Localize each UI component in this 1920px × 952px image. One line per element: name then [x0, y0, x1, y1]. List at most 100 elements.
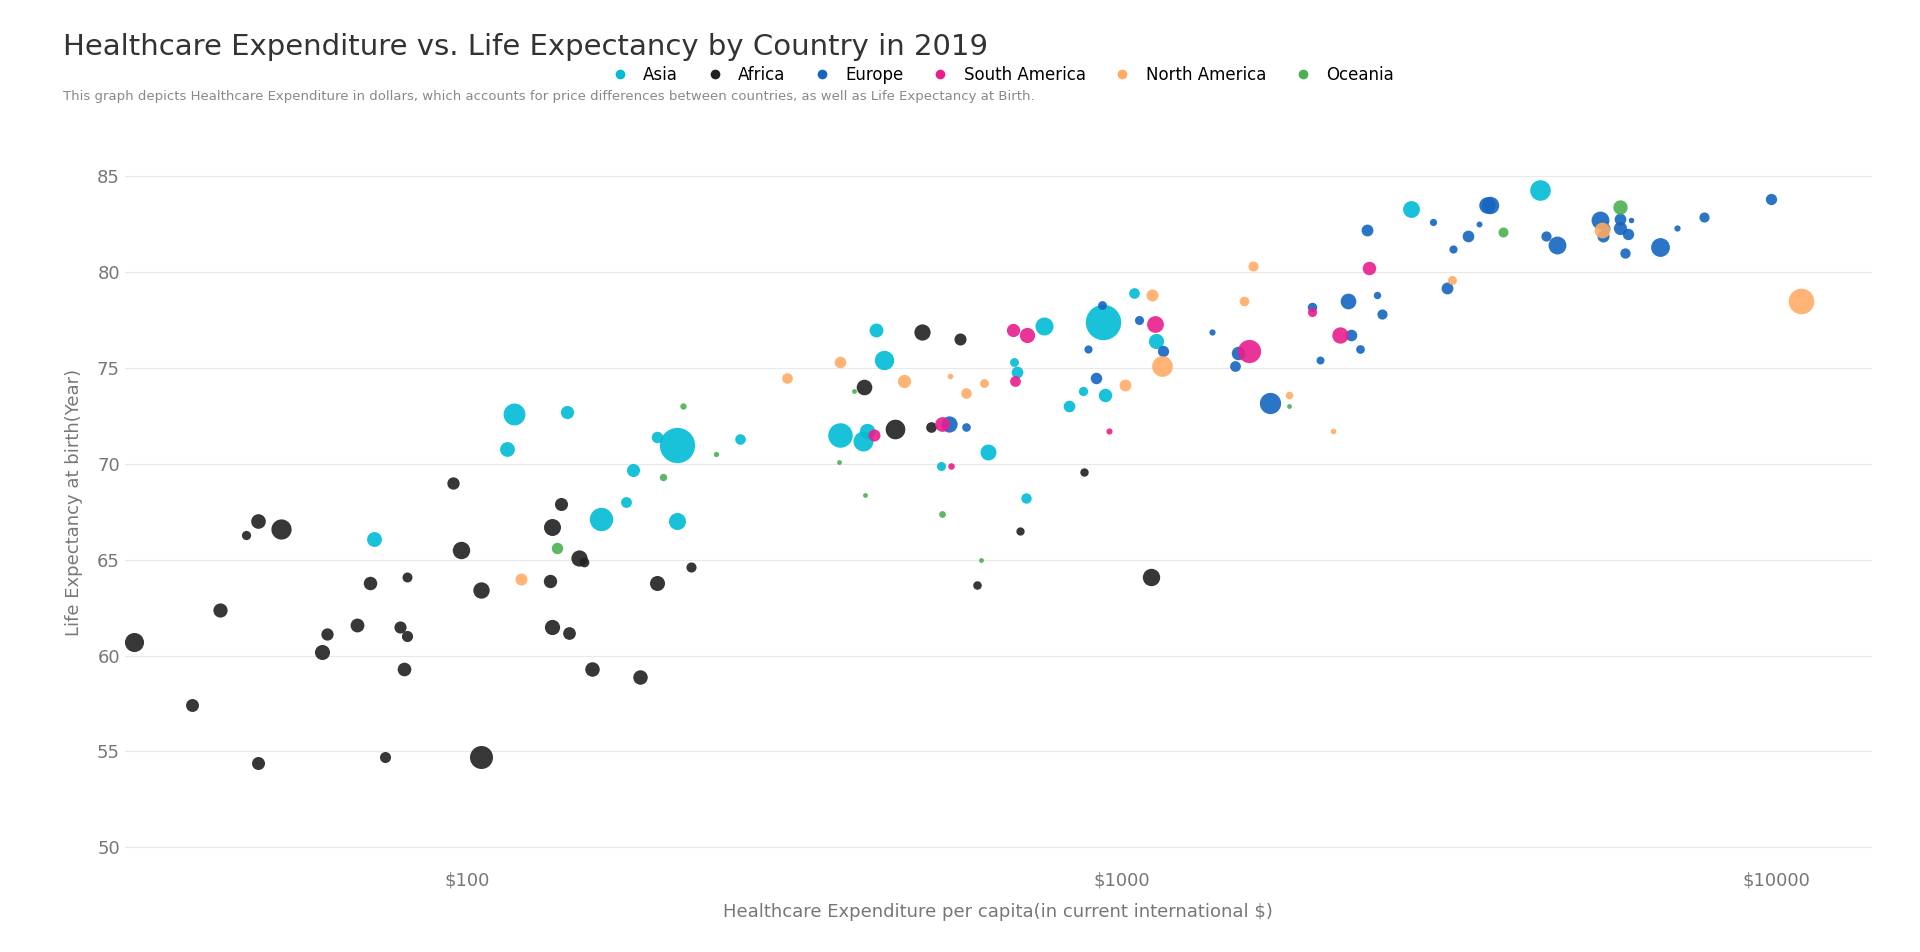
Point — [860, 322, 891, 337]
Point — [1690, 209, 1720, 225]
Point — [1613, 227, 1644, 242]
Point — [1148, 343, 1179, 358]
Point — [1332, 293, 1363, 308]
Point — [1605, 221, 1636, 236]
Point — [1524, 182, 1555, 197]
Point — [1069, 464, 1100, 479]
Point — [925, 458, 956, 473]
Point — [1123, 312, 1154, 327]
Point — [933, 416, 964, 431]
Point — [538, 619, 568, 634]
Point — [889, 374, 920, 389]
Point — [1367, 307, 1398, 322]
Point — [307, 645, 338, 660]
Point — [616, 462, 647, 477]
Point — [824, 355, 854, 370]
Point — [1081, 370, 1112, 386]
Point — [1336, 327, 1367, 343]
Point — [1586, 223, 1617, 238]
Point — [641, 429, 672, 445]
Point — [1755, 191, 1786, 207]
Point — [1092, 424, 1123, 439]
Point — [849, 486, 879, 502]
Point — [1588, 228, 1619, 244]
Point — [1463, 217, 1494, 232]
Point — [839, 384, 870, 399]
Point — [177, 698, 207, 713]
Point — [1325, 327, 1356, 343]
Point — [1396, 201, 1427, 216]
Point — [611, 495, 641, 510]
Point — [388, 662, 419, 677]
Point — [438, 475, 468, 490]
Point — [568, 554, 599, 569]
Point — [1473, 197, 1503, 212]
Point — [1296, 299, 1327, 314]
Point — [1661, 221, 1692, 236]
Point — [1453, 228, 1484, 244]
Point — [1609, 246, 1640, 261]
Point — [1004, 524, 1035, 539]
Point — [970, 376, 1000, 391]
Point — [342, 617, 372, 632]
Point — [371, 749, 401, 764]
Point — [998, 355, 1029, 370]
Point — [1087, 314, 1117, 329]
Point — [641, 575, 672, 590]
Point — [724, 431, 755, 446]
Point — [626, 669, 657, 684]
Point — [1590, 221, 1620, 236]
Point — [1296, 305, 1327, 320]
Point — [467, 749, 497, 764]
Point — [1012, 327, 1043, 343]
Point — [100, 776, 131, 791]
Point — [660, 514, 691, 529]
Point — [1617, 213, 1647, 228]
Point — [966, 552, 996, 567]
Point — [935, 458, 966, 473]
Point — [205, 602, 236, 617]
Point — [1000, 374, 1031, 389]
Point — [265, 522, 296, 537]
Point — [1135, 569, 1165, 585]
Point — [935, 368, 966, 384]
Point — [824, 427, 854, 443]
Point — [538, 520, 568, 535]
Point — [499, 407, 530, 422]
Point — [541, 541, 572, 556]
Point — [998, 322, 1029, 337]
Point — [668, 399, 699, 414]
Point — [925, 506, 956, 522]
Point — [1229, 293, 1260, 308]
Point — [1219, 359, 1250, 374]
Point — [244, 755, 275, 770]
Point — [1605, 199, 1636, 214]
Point — [1352, 223, 1382, 238]
Point — [1117, 286, 1148, 301]
Point — [647, 469, 678, 485]
X-axis label: Healthcare Expenditure per capita(in current international $): Healthcare Expenditure per capita(in cur… — [724, 903, 1273, 922]
Point — [244, 514, 275, 529]
Point — [1196, 324, 1227, 339]
Point — [1475, 197, 1505, 212]
Text: Healthcare Expenditure vs. Life Expectancy by Country in 2019: Healthcare Expenditure vs. Life Expectan… — [63, 33, 989, 61]
Point — [119, 634, 150, 649]
Point — [1417, 215, 1448, 230]
Point — [1137, 288, 1167, 303]
Point — [1436, 272, 1467, 288]
Point — [492, 441, 522, 456]
Point — [927, 416, 958, 431]
Point — [1068, 384, 1098, 399]
Point — [1605, 211, 1636, 227]
Point — [536, 573, 566, 588]
Point — [879, 422, 910, 437]
Point — [1012, 490, 1043, 506]
Legend: Asia, Africa, Europe, South America, North America, Oceania: Asia, Africa, Europe, South America, Nor… — [597, 59, 1400, 90]
Point — [1273, 387, 1304, 403]
Point — [551, 405, 582, 420]
Point — [1054, 399, 1085, 414]
Point — [1488, 225, 1519, 240]
Point — [1087, 297, 1117, 312]
Point — [973, 445, 1004, 460]
Point — [1140, 316, 1171, 331]
